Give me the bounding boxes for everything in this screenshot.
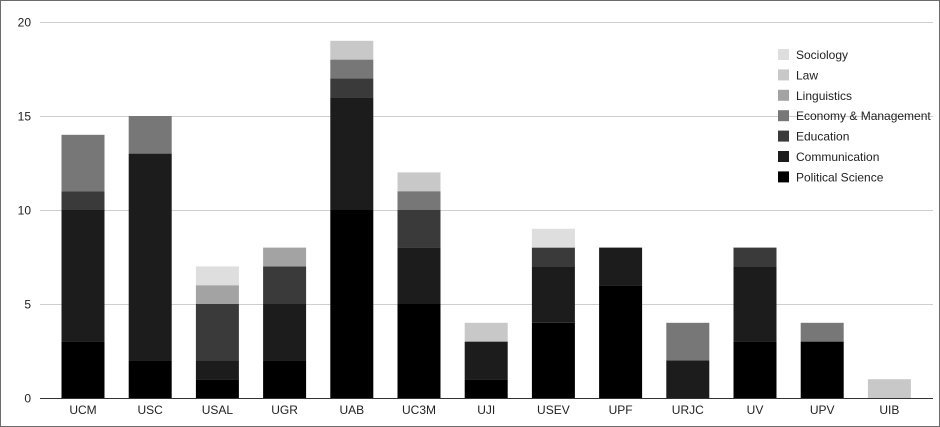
bar-segment [464,341,508,380]
bar-segment [666,360,710,398]
bar-segment [800,322,844,342]
bar-segment [800,341,844,398]
x-tick-label: UV [747,403,764,417]
bar-segment [531,322,575,398]
x-tick-label: UCM [69,403,96,417]
bar-segment [464,322,508,342]
bar-segment [263,304,307,361]
bar-segment [531,266,575,323]
bar-segment [263,360,307,398]
legend-label: Education [796,130,849,144]
legend-label: Linguistics [796,89,852,103]
legend-swatch [778,89,789,101]
legend-item: Communication [778,150,879,164]
bar-segment [397,247,441,304]
bar-segment [464,379,508,398]
bar-segment [128,360,172,398]
x-tick-label: URJC [672,403,704,417]
x-tick-label: UJI [477,403,495,417]
x-tick-label: UAB [339,403,364,417]
legend-swatch [778,130,789,142]
bar-segment [330,59,374,79]
x-tick-label: UIB [879,403,899,417]
bar-segment [397,191,441,210]
bar-segment [733,266,777,342]
legend-item: Education [778,130,849,144]
bar-segment [733,247,777,267]
legend-label: Sociology [796,48,848,62]
legend-item: Sociology [778,48,848,62]
y-tick-label: 10 [18,204,32,218]
bar-segment [195,304,239,361]
y-tick-label: 0 [24,392,31,406]
legend-swatch [778,171,789,183]
legend-swatch [778,151,789,162]
legend-label: Communication [796,150,879,164]
bar-segment [61,210,105,342]
bars-layer [61,40,911,398]
legend-swatch [778,49,789,60]
legend-swatch [778,69,789,81]
x-tick-label: UPV [810,403,835,417]
legend-label: Political Science [796,170,884,184]
bar-segment [195,379,239,398]
bar-segment [128,116,172,154]
x-tick-label: USAL [202,403,234,417]
bar-segment [397,172,441,192]
bar-segment [330,97,374,210]
legend-label: Economy & Management [796,109,931,123]
x-tick-label: UC3M [402,403,436,417]
y-tick-label: 5 [24,298,31,312]
bar-segment [195,266,239,286]
bar-segment [531,228,575,248]
x-tick-label: USC [138,403,164,417]
legend-item: Political Science [778,170,884,184]
bar-segment [263,247,307,267]
bar-segment [599,285,643,398]
legend-swatch [778,110,789,122]
bar-segment [666,322,710,361]
legend-item: Law [778,68,818,82]
x-tick-label: USEV [537,403,570,417]
bar-segment [195,360,239,380]
y-tick-label: 15 [18,110,32,124]
bar-segment [128,153,172,361]
legend: Sociology Law Linguistics Economy & Managem… [778,48,931,184]
legend-item: Linguistics [778,89,852,103]
bar-segment [330,78,374,98]
bar-segment [599,247,643,286]
bar-segment [330,210,374,398]
bar-segment [61,341,105,398]
x-tick-label: UPF [609,403,633,417]
bar-segment [61,191,105,210]
bar-segment [330,40,374,60]
bar-segment [263,266,307,304]
axis-layer: 0 5 10 15 20 UCM USC USAL UGR UAB UC3M UJI USEV UPF UR… [18,16,900,418]
legend-item: Economy & Management [778,109,931,123]
bar-segment [867,379,911,398]
bar-segment [397,210,441,248]
x-tick-label: UGR [271,403,298,417]
bar-segment [531,247,575,267]
bar-segment [733,341,777,398]
bar-segment [61,134,105,192]
y-tick-label: 20 [18,16,32,30]
legend-label: Law [796,68,818,82]
bar-segment [195,285,239,304]
bar-segment [397,304,441,398]
